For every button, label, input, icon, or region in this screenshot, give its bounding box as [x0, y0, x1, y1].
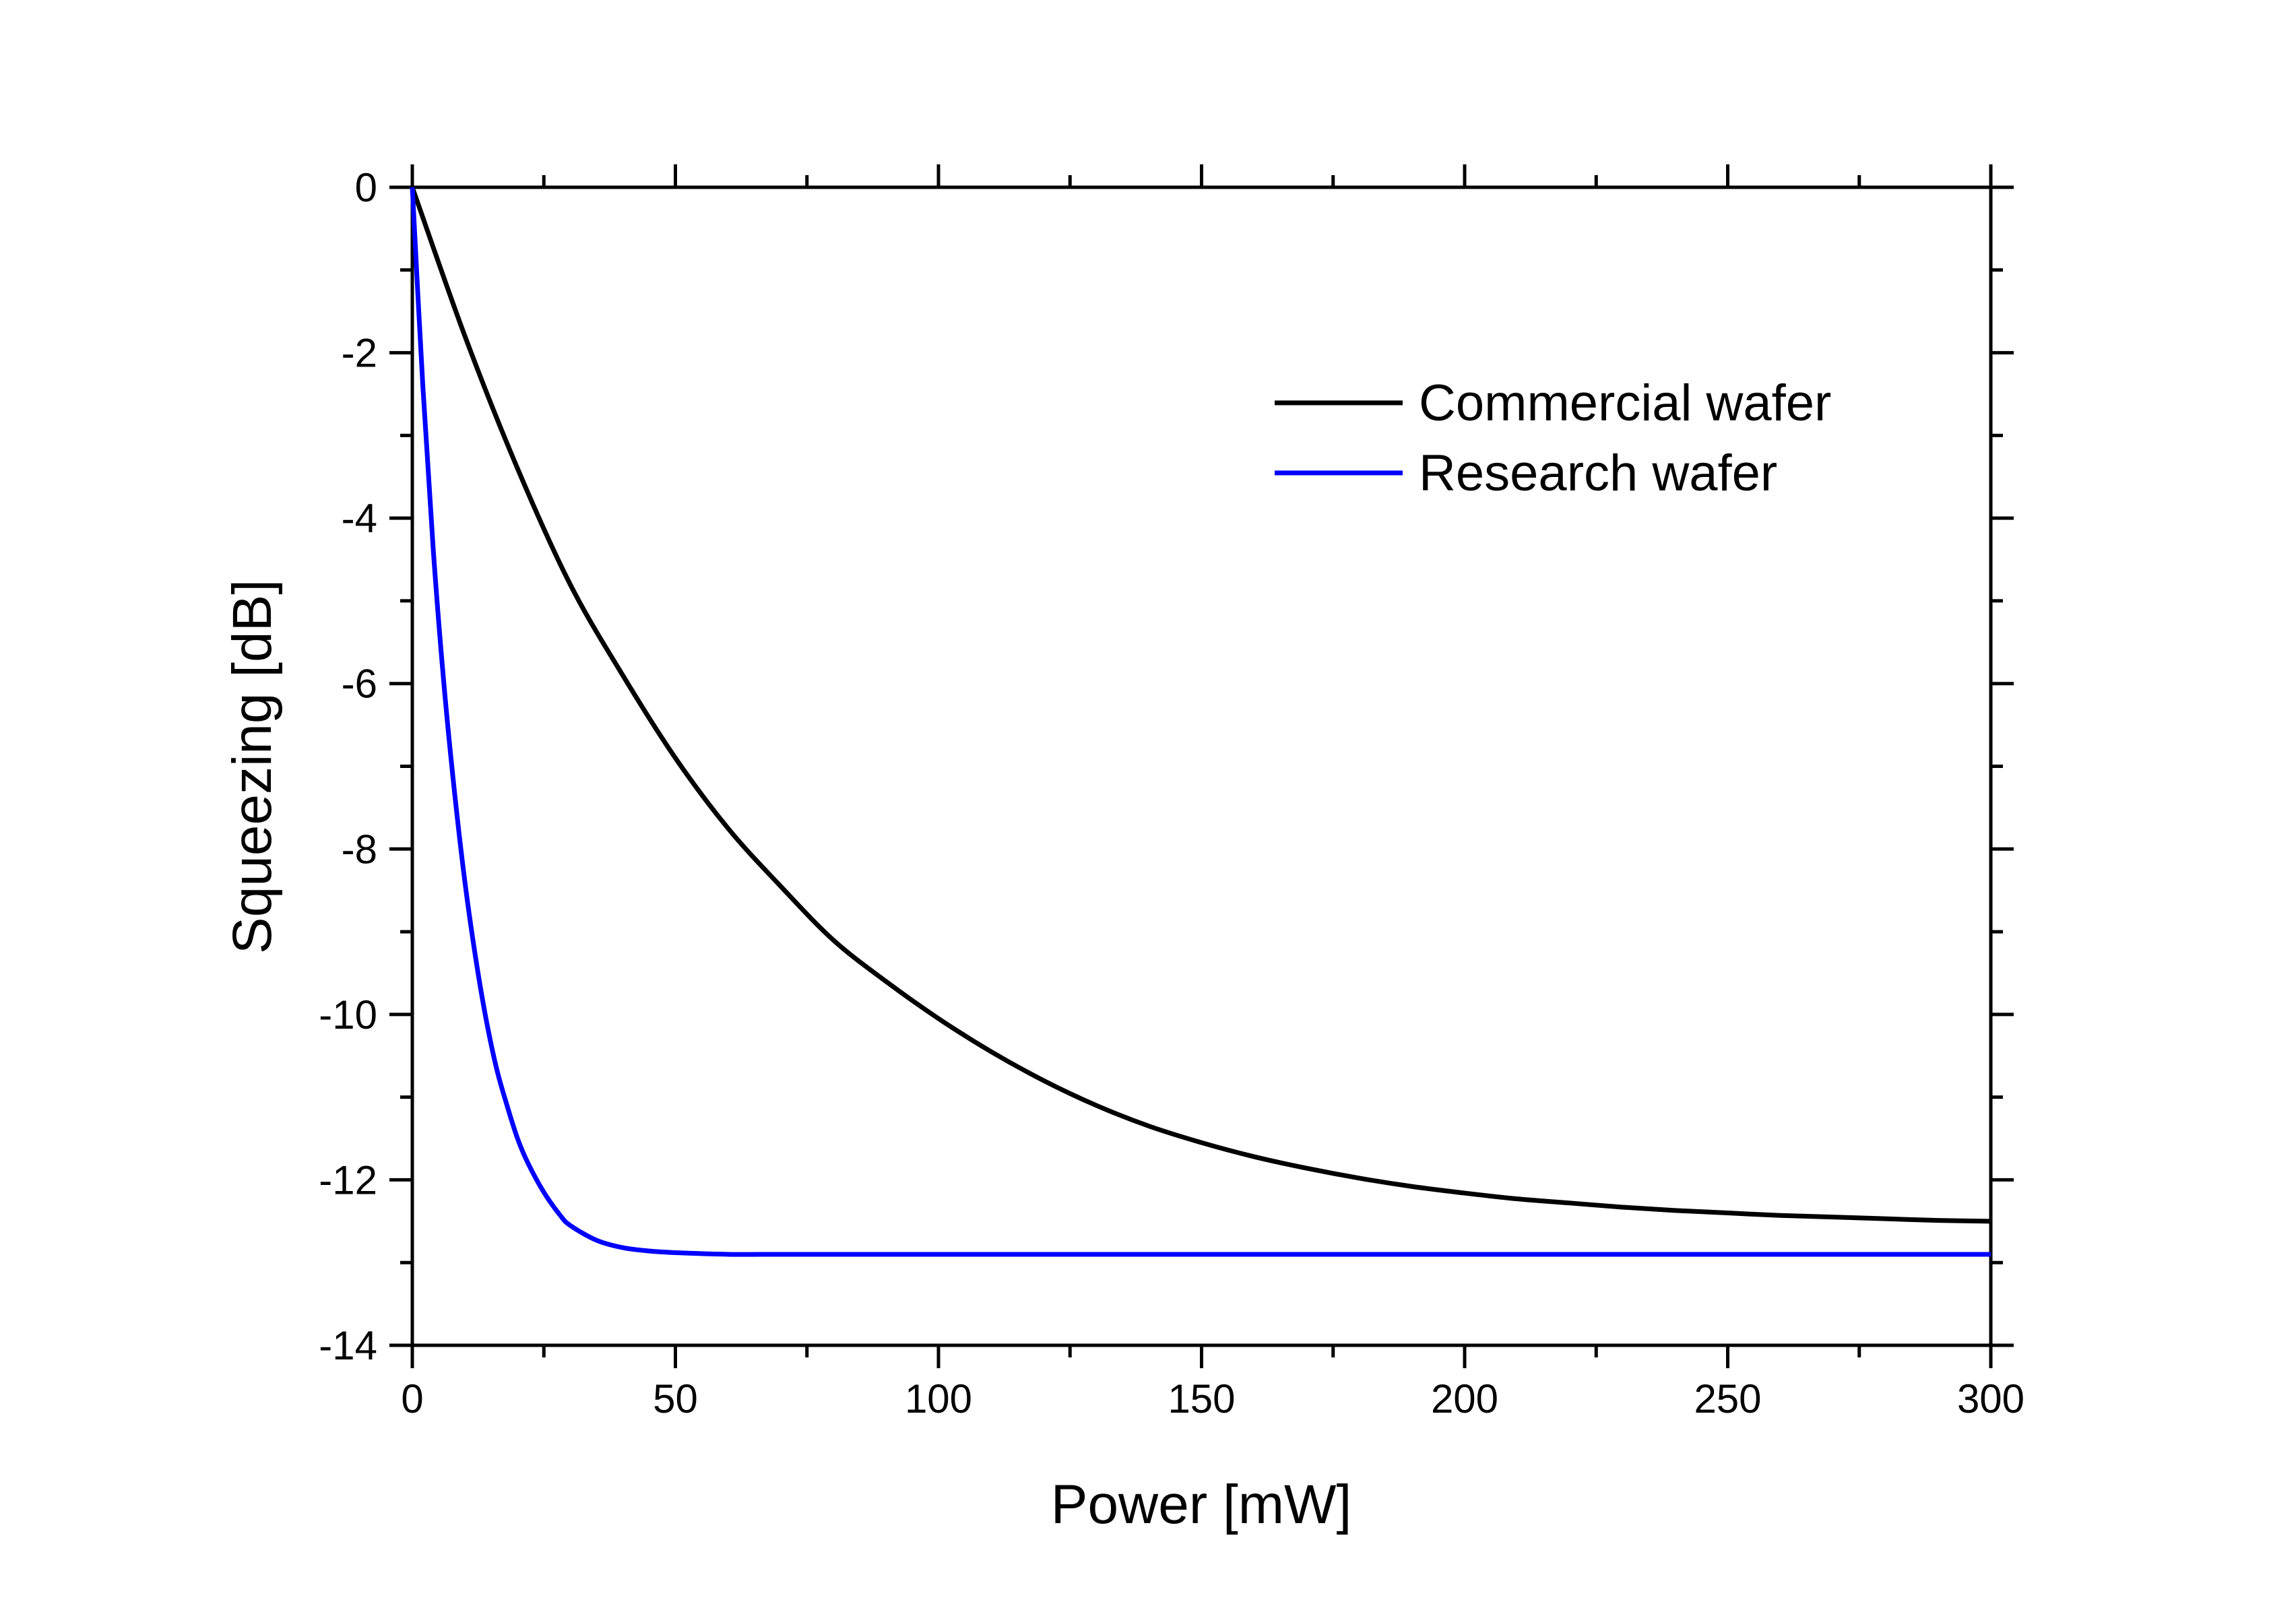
- y-axis-title: Squeezing [dB]: [222, 579, 283, 954]
- x-tick-label: 50: [653, 1376, 698, 1421]
- y-tick-labels: 0 -2 -4 -6 -8 -10 -12 -14: [319, 165, 377, 1368]
- series-lines: [410, 186, 1991, 1257]
- y-tick-label: -4: [342, 496, 377, 541]
- y-tick-label: -14: [319, 1323, 377, 1368]
- x-tick-label: 0: [401, 1376, 423, 1421]
- legend: Commercial wafer Research wafer: [1275, 375, 1831, 502]
- series-line-research-wafer: [410, 187, 1991, 1257]
- y-tick-label: -6: [342, 662, 377, 707]
- x-tick-label: 100: [905, 1376, 972, 1421]
- legend-label-research: Research wafer: [1419, 445, 1777, 502]
- y-tick-label: -8: [342, 827, 377, 872]
- x-tick-labels: 0 50 100 150 200 250 300: [401, 1376, 2024, 1421]
- tick-marks: [389, 164, 2014, 1368]
- x-tick-label: 200: [1431, 1376, 1498, 1421]
- x-tick-label: 250: [1694, 1376, 1761, 1421]
- x-tick-label: 150: [1168, 1376, 1235, 1421]
- x-tick-label: 300: [1957, 1376, 2024, 1421]
- y-tick-label: -2: [342, 331, 377, 376]
- series-line-commercial-wafer: [410, 186, 1991, 1224]
- x-axis-title: Power [mW]: [1051, 1474, 1351, 1535]
- y-tick-label: 0: [355, 165, 377, 210]
- plot-frame: [410, 185, 1993, 1347]
- y-tick-label: -12: [319, 1157, 377, 1202]
- legend-label-commercial: Commercial wafer: [1419, 375, 1831, 432]
- y-tick-label: -10: [319, 992, 377, 1037]
